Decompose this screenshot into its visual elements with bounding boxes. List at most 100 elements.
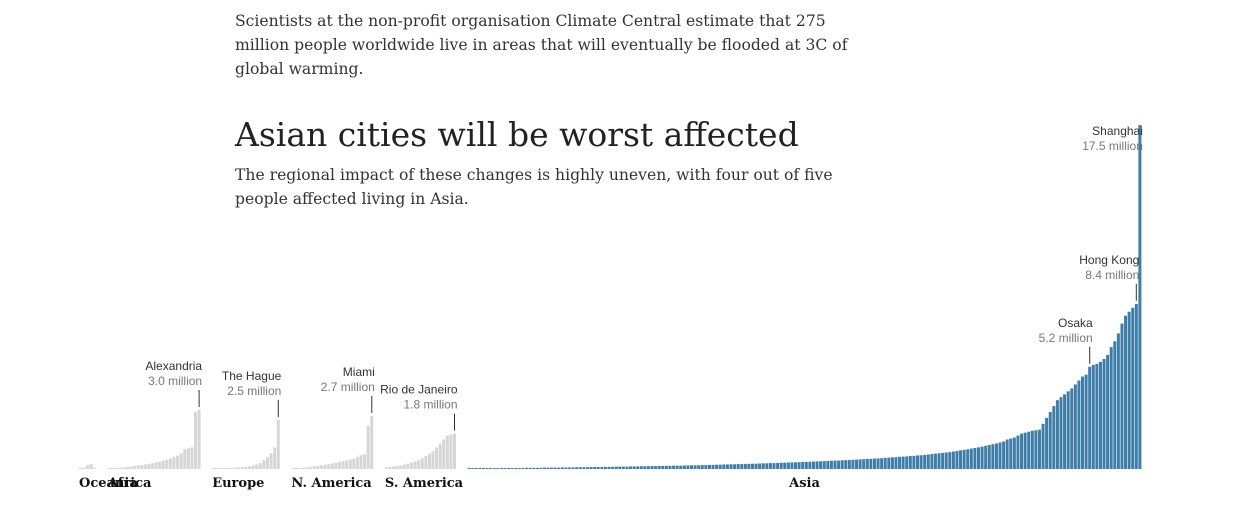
bar: [643, 466, 647, 469]
bar: [111, 468, 115, 469]
bar: [1052, 406, 1056, 469]
bar: [883, 457, 887, 469]
bar: [233, 467, 237, 469]
bar: [154, 462, 158, 469]
bar: [955, 450, 959, 469]
bar: [1037, 429, 1041, 469]
bar: [747, 463, 751, 469]
bar: [926, 454, 930, 469]
bar: [341, 461, 345, 469]
bar: [345, 460, 349, 469]
bar: [858, 459, 862, 469]
annotation-value: 2.7 million: [321, 380, 375, 394]
bar: [733, 464, 737, 469]
bar: [668, 465, 672, 469]
bar: [715, 464, 719, 469]
bar: [654, 466, 658, 469]
bar: [327, 464, 331, 469]
bar: [783, 462, 787, 469]
bar: [546, 467, 550, 469]
bar: [471, 468, 475, 469]
bar: [575, 467, 579, 469]
bar: [294, 468, 298, 469]
bar: [804, 461, 808, 469]
bar: [1088, 366, 1092, 469]
bar: [118, 467, 122, 469]
bar: [442, 439, 446, 469]
bar: [600, 467, 604, 469]
bar: [614, 466, 618, 469]
bar: [258, 463, 262, 469]
bar: [984, 445, 988, 469]
bar: [1077, 380, 1081, 469]
bar: [664, 465, 668, 469]
bar: [402, 464, 406, 469]
bar: [743, 463, 747, 469]
bar: [754, 463, 758, 469]
bar: [607, 466, 611, 469]
bar: [86, 465, 90, 469]
bar: [183, 449, 187, 469]
bar: [176, 455, 180, 469]
bar: [359, 455, 363, 469]
bar: [262, 460, 266, 469]
bar: [417, 460, 421, 469]
bar: [125, 466, 129, 469]
bar: [937, 453, 941, 469]
bar: [761, 463, 765, 469]
bar: [611, 466, 615, 469]
bar: [230, 467, 234, 469]
bar: [639, 466, 643, 469]
bar: [143, 464, 147, 469]
bar: [969, 448, 973, 469]
bar: [811, 461, 815, 469]
bar: [585, 467, 589, 469]
bar: [1127, 311, 1131, 469]
bar: [675, 465, 679, 469]
bar: [1063, 394, 1067, 469]
bar: [962, 449, 966, 469]
annotation-value: 2.5 million: [227, 384, 281, 398]
bar: [438, 443, 442, 469]
bar: [172, 457, 176, 469]
bar: [409, 462, 413, 469]
bar: [632, 466, 636, 469]
bar: [711, 464, 715, 469]
bar: [215, 468, 219, 469]
bar: [1098, 361, 1102, 469]
bar: [89, 464, 93, 469]
bar: [435, 447, 439, 469]
bar: [499, 468, 503, 469]
bar: [251, 465, 255, 469]
bar: [872, 458, 876, 469]
bar: [507, 468, 511, 469]
bar: [298, 468, 302, 469]
bar: [248, 466, 252, 469]
bar: [1109, 347, 1113, 469]
bar: [212, 468, 216, 469]
bar: [399, 465, 403, 469]
chart-subtitle: The regional impact of these changes is …: [235, 166, 833, 208]
bar: [887, 457, 891, 469]
bar: [657, 466, 661, 469]
bar: [751, 463, 754, 469]
bar: [1045, 417, 1049, 469]
bar: [255, 464, 259, 469]
bar: [736, 464, 740, 469]
bar: [496, 468, 500, 469]
bar: [557, 467, 561, 469]
region-label: Europe: [212, 476, 264, 491]
bar: [532, 467, 536, 469]
bar: [593, 467, 597, 469]
bar: [1124, 315, 1128, 469]
bar: [186, 448, 190, 469]
bar: [869, 458, 873, 469]
bar: [449, 434, 453, 469]
bar: [718, 464, 722, 469]
bar: [822, 461, 826, 469]
bar: [445, 435, 449, 469]
bar: [571, 467, 575, 469]
bar: [636, 466, 640, 469]
bar: [819, 461, 823, 469]
